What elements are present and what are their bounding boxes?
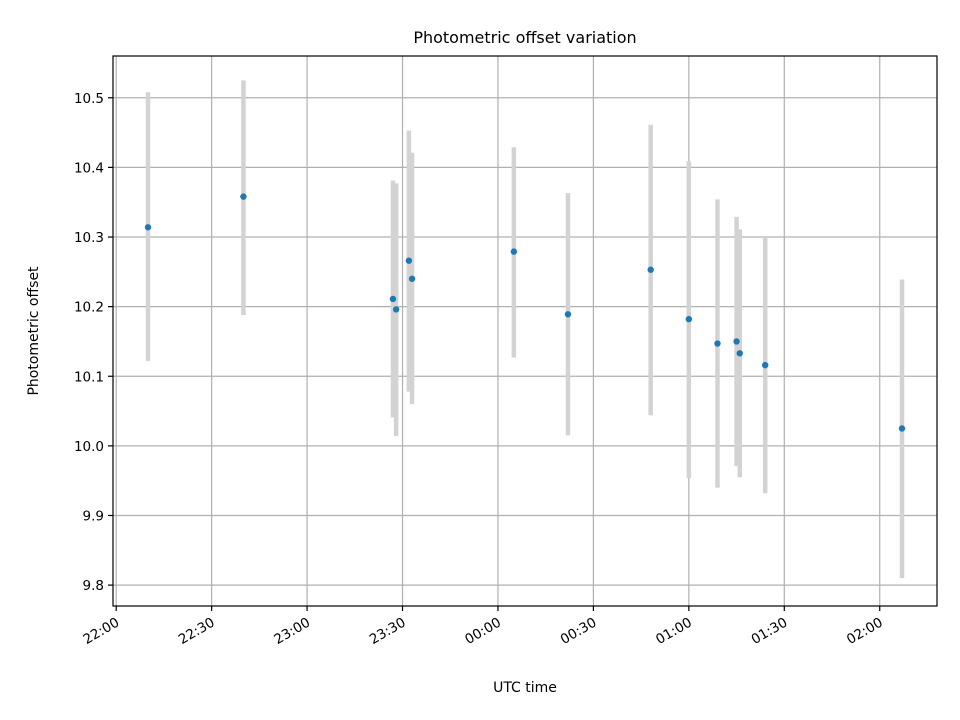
chart-title: Photometric offset variation bbox=[413, 28, 636, 47]
data-point bbox=[647, 266, 654, 273]
y-tick-label: 10.2 bbox=[74, 300, 104, 316]
data-point bbox=[685, 315, 693, 323]
y-tick-label: 10.4 bbox=[74, 160, 104, 176]
errorbar-layer bbox=[145, 80, 905, 579]
data-point bbox=[408, 275, 416, 282]
y-axis-label: Photometric offset bbox=[26, 266, 42, 396]
y-tick-label: 10.3 bbox=[74, 230, 104, 246]
data-point bbox=[898, 425, 906, 432]
data-point bbox=[714, 340, 721, 347]
x-tick-label: 23:30 bbox=[367, 615, 409, 648]
y-axis-ticks: 9.8 9.9 10.0 10.1 10.2 10.3 10.4 10.5 bbox=[74, 91, 113, 594]
data-point bbox=[389, 295, 397, 303]
data-point bbox=[144, 224, 152, 231]
y-tick-label: 10.5 bbox=[74, 91, 104, 107]
x-tick-label: 23:00 bbox=[271, 615, 313, 648]
data-point bbox=[736, 350, 743, 357]
grid-layer bbox=[113, 56, 937, 606]
data-point bbox=[392, 306, 400, 313]
x-tick-label: 00:30 bbox=[558, 615, 600, 648]
data-point bbox=[564, 311, 572, 318]
y-tick-label: 10.0 bbox=[74, 439, 104, 455]
x-tick-label: 22:00 bbox=[80, 615, 122, 648]
plot-frame bbox=[112, 55, 938, 607]
x-tick-label: 00:00 bbox=[462, 615, 504, 648]
point-layer bbox=[144, 193, 906, 432]
data-point bbox=[762, 361, 769, 369]
x-tick-label: 22:30 bbox=[176, 615, 218, 648]
y-tick-label: 9.9 bbox=[83, 508, 104, 524]
x-tick-label: 01:00 bbox=[653, 615, 695, 648]
data-point bbox=[405, 257, 413, 264]
data-point bbox=[510, 248, 518, 255]
y-tick-label: 9.8 bbox=[83, 578, 104, 594]
x-tick-label: 01:30 bbox=[749, 615, 791, 648]
y-tick-label: 10.1 bbox=[74, 369, 104, 385]
data-point bbox=[240, 193, 247, 200]
data-point bbox=[733, 338, 740, 345]
x-axis-label: UTC time bbox=[493, 680, 557, 696]
x-axis-ticks: 22:00 22:30 23:00 23:30 00:00 00:30 01:00 01:30… bbox=[80, 606, 886, 648]
x-tick-label: 02:00 bbox=[844, 615, 886, 648]
